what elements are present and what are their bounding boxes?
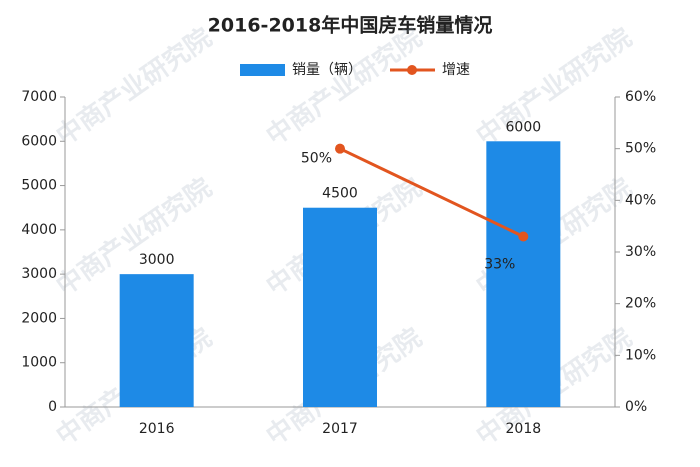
x-tick-label: 2018: [506, 421, 542, 437]
line: [339, 147, 524, 238]
y2-tick-label: 20%: [625, 296, 656, 312]
legend-label: 销量（辆）: [292, 62, 362, 78]
y-tick-label: 7000: [21, 89, 57, 105]
bar: [303, 207, 377, 407]
bar-value-label: 4500: [322, 186, 358, 202]
y2-tick-label: 0%: [625, 399, 647, 415]
bar: [486, 141, 561, 408]
y-tick-label: 4000: [21, 222, 57, 238]
y-tick-label: 2000: [21, 310, 57, 326]
line-marker: [335, 143, 345, 154]
y-tick-label: 3000: [21, 266, 57, 282]
legend-label: 增速: [442, 62, 470, 78]
legend-swatch: [407, 65, 417, 75]
y-tick-label: 5000: [21, 178, 57, 194]
y-tick-label: 0: [48, 399, 57, 415]
x-tick-label: 2017: [322, 421, 358, 437]
legend-swatch: [240, 64, 285, 76]
line-value-label: 50%: [301, 151, 332, 167]
y2-tick-label: 50%: [625, 141, 656, 157]
bar: [119, 274, 194, 407]
bar-value-label: 6000: [506, 119, 542, 135]
chart-title: 2016-2018年中国房车销量情况: [208, 14, 493, 37]
y2-tick-label: 40%: [625, 192, 656, 208]
x-tick-label: 2016: [139, 421, 175, 437]
y2-tick-label: 10%: [625, 347, 656, 363]
y2-tick-label: 30%: [625, 244, 656, 260]
line-marker: [518, 231, 529, 242]
bar-value-label: 3000: [139, 252, 175, 268]
y2-tick-label: 60%: [625, 89, 656, 105]
line-value-label: 33%: [484, 257, 515, 273]
y-tick-label: 1000: [21, 355, 57, 371]
y-tick-label: 6000: [21, 133, 57, 149]
